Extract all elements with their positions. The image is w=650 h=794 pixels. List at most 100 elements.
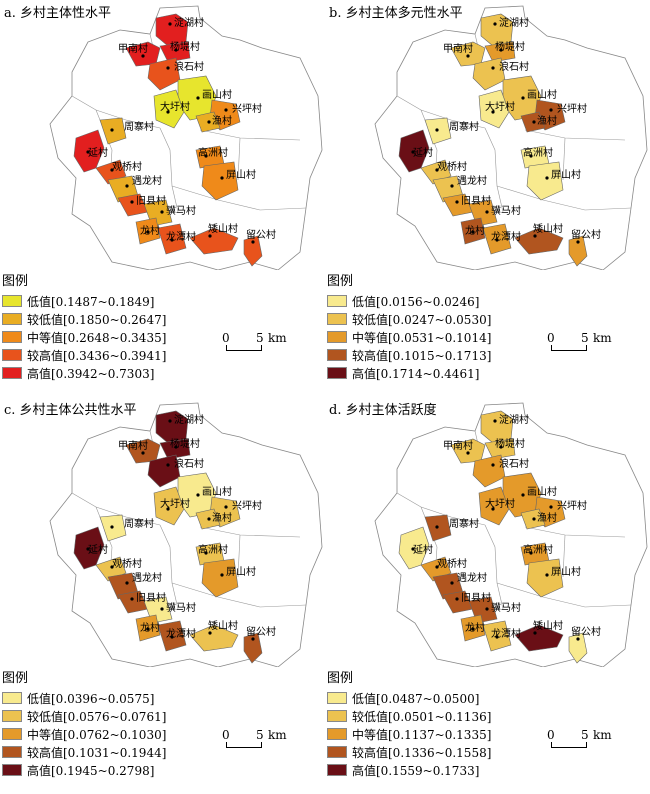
scale-unit: km xyxy=(593,728,612,742)
village-label: 浪石村 xyxy=(499,457,529,470)
village-area xyxy=(478,486,510,526)
village-area xyxy=(568,235,588,267)
village-marker xyxy=(141,54,145,58)
village-marker xyxy=(485,210,489,214)
village-label: 骥马村 xyxy=(166,601,196,614)
village-label: 龙潭村 xyxy=(166,627,196,640)
township-boundary xyxy=(159,127,179,213)
legend-item-lower: 较低值[0.1850~0.2647] xyxy=(2,310,166,328)
village-marker xyxy=(533,631,537,635)
scale-bar: 0 5 km xyxy=(220,331,310,357)
legend-label: 较低值[0.1850~0.2647] xyxy=(27,312,167,327)
village-label: 旧县村 xyxy=(461,194,491,207)
village-marker xyxy=(576,637,580,641)
village-marker xyxy=(499,48,503,52)
village-label: 旧县村 xyxy=(136,591,166,604)
village-label: 高洲村 xyxy=(198,146,228,159)
map-legend: 图例 低值[0.0156~0.0246] 较低值[0.0247~0.0530] … xyxy=(327,270,491,382)
village-marker xyxy=(166,110,170,114)
village-label: 周寨村 xyxy=(124,517,154,530)
village-label: 浪石村 xyxy=(499,60,529,73)
scale-line xyxy=(226,742,262,748)
scale-line xyxy=(551,345,587,351)
village-area xyxy=(153,486,185,526)
village-label: 淀湖村 xyxy=(499,16,529,29)
scale-unit: km xyxy=(268,728,287,742)
village-marker xyxy=(411,547,415,551)
village-marker xyxy=(207,517,211,521)
map-legend: 图例 低值[0.0487~0.0500] 较低值[0.0501~0.1136] … xyxy=(327,667,491,779)
village-marker xyxy=(160,210,164,214)
township-boundary xyxy=(171,582,307,608)
village-marker xyxy=(204,551,208,555)
village-label: 延村 xyxy=(413,146,433,159)
village-label: 观桥村 xyxy=(112,557,142,570)
legend-item-high: 高值[0.1714~0.4461] xyxy=(327,364,491,382)
legend-swatch xyxy=(327,746,347,758)
legend-swatch xyxy=(327,692,347,704)
township-boundary xyxy=(71,492,161,526)
village-label: 渔村 xyxy=(212,511,232,524)
village-area xyxy=(159,41,191,63)
legend-label: 高值[0.1559~0.1733] xyxy=(352,763,480,778)
scale-five: 5 xyxy=(581,331,589,345)
village-label: 甲南村 xyxy=(443,439,473,452)
village-label: 兴坪村 xyxy=(232,102,262,115)
legend-item-lower: 较低值[0.0247~0.0530] xyxy=(327,310,491,328)
village-label: 高洲村 xyxy=(523,543,553,556)
township-boundary xyxy=(171,185,307,211)
village-marker xyxy=(251,637,255,641)
village-label: 龙村 xyxy=(140,621,160,634)
village-area xyxy=(201,161,239,201)
village-label: 矮山村 xyxy=(533,222,563,235)
village-label: 高洲村 xyxy=(523,146,553,159)
village-area xyxy=(526,161,564,201)
legend-swatch xyxy=(327,295,347,307)
legend-label: 低值[0.0156~0.0246] xyxy=(352,294,480,309)
village-label: 骥马村 xyxy=(166,204,196,217)
village-marker xyxy=(251,240,255,244)
village-label: 延村 xyxy=(88,543,108,556)
village-label: 观桥村 xyxy=(437,557,467,570)
scale-five: 5 xyxy=(581,728,589,742)
legend-swatch xyxy=(327,728,347,740)
village-marker xyxy=(549,505,553,509)
village-label: 浪石村 xyxy=(174,60,204,73)
legend-item-higher: 较高值[0.1031~0.1944] xyxy=(2,743,166,761)
village-marker xyxy=(435,565,439,569)
village-label: 龙村 xyxy=(140,224,160,237)
village-marker xyxy=(166,66,170,70)
legend-swatch xyxy=(2,746,22,758)
legend-label: 较高值[0.3436~0.3941] xyxy=(27,348,167,363)
village-marker xyxy=(576,240,580,244)
legend-item-higher: 较高值[0.3436~0.3941] xyxy=(2,346,166,364)
village-label: 大圩村 xyxy=(485,100,515,113)
village-marker xyxy=(204,154,208,158)
village-marker xyxy=(86,150,90,154)
village-marker xyxy=(455,200,459,204)
village-label: 遇龙村 xyxy=(457,571,487,584)
village-marker xyxy=(170,635,174,639)
village-label: 高洲村 xyxy=(198,543,228,556)
village-marker xyxy=(435,525,439,529)
village-label: 延村 xyxy=(88,146,108,159)
legend-item-high: 高值[0.1945~0.2798] xyxy=(2,761,166,779)
scale-line xyxy=(226,345,262,351)
legend-label: 中等值[0.0531~0.1014] xyxy=(352,330,492,345)
village-marker xyxy=(196,96,200,100)
village-label: 大圩村 xyxy=(160,497,190,510)
legend-item-higher: 较高值[0.1336~0.1558] xyxy=(327,743,491,761)
legend-label: 较高值[0.1336~0.1558] xyxy=(352,745,492,760)
village-area xyxy=(450,41,486,67)
village-marker xyxy=(110,565,114,569)
scale-zero: 0 xyxy=(222,728,230,742)
village-label: 兴坪村 xyxy=(232,499,262,512)
legend-title: 图例 xyxy=(327,671,354,686)
village-marker xyxy=(466,451,470,455)
village-marker xyxy=(485,607,489,611)
village-marker xyxy=(493,419,497,423)
scale-bar: 0 5 km xyxy=(545,728,635,754)
township-boundary xyxy=(71,95,161,129)
legend-label: 低值[0.0396~0.0575] xyxy=(27,691,155,706)
village-marker xyxy=(224,108,228,112)
